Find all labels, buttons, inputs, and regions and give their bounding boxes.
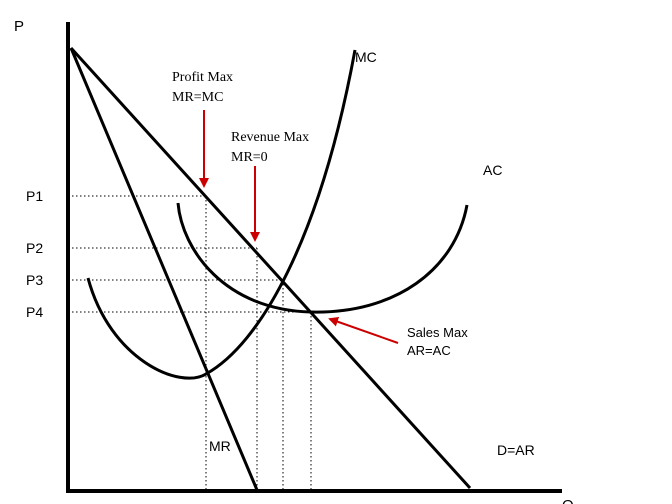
- revenue-max-condition: MR=0: [231, 150, 268, 165]
- sales-max-title: Sales Max: [407, 325, 468, 340]
- mc-curve: [86, 49, 357, 380]
- mc-label: MC: [355, 49, 377, 65]
- price-label-p2: P2: [26, 240, 43, 256]
- ac-curve: [176, 202, 469, 314]
- ac-label: AC: [483, 162, 502, 178]
- profit-max-condition: MR=MC: [172, 90, 223, 105]
- x-axis-label: Q: [562, 497, 574, 504]
- y-axis-label: P: [14, 18, 24, 35]
- demand-label: D=AR: [497, 442, 535, 458]
- profit-max-title: Profit Max: [172, 70, 233, 85]
- sales-max-condition: AR=AC: [407, 343, 451, 358]
- mr-curve: [69, 47, 259, 491]
- price-label-p4: P4: [26, 304, 43, 320]
- price-label-p3: P3: [26, 272, 43, 288]
- price-label-p1: P1: [26, 188, 43, 204]
- demand-curve: [69, 46, 472, 490]
- sales-max-arrow: [328, 316, 399, 344]
- mr-label: MR: [209, 438, 231, 454]
- revenue-max-title: Revenue Max: [231, 130, 309, 145]
